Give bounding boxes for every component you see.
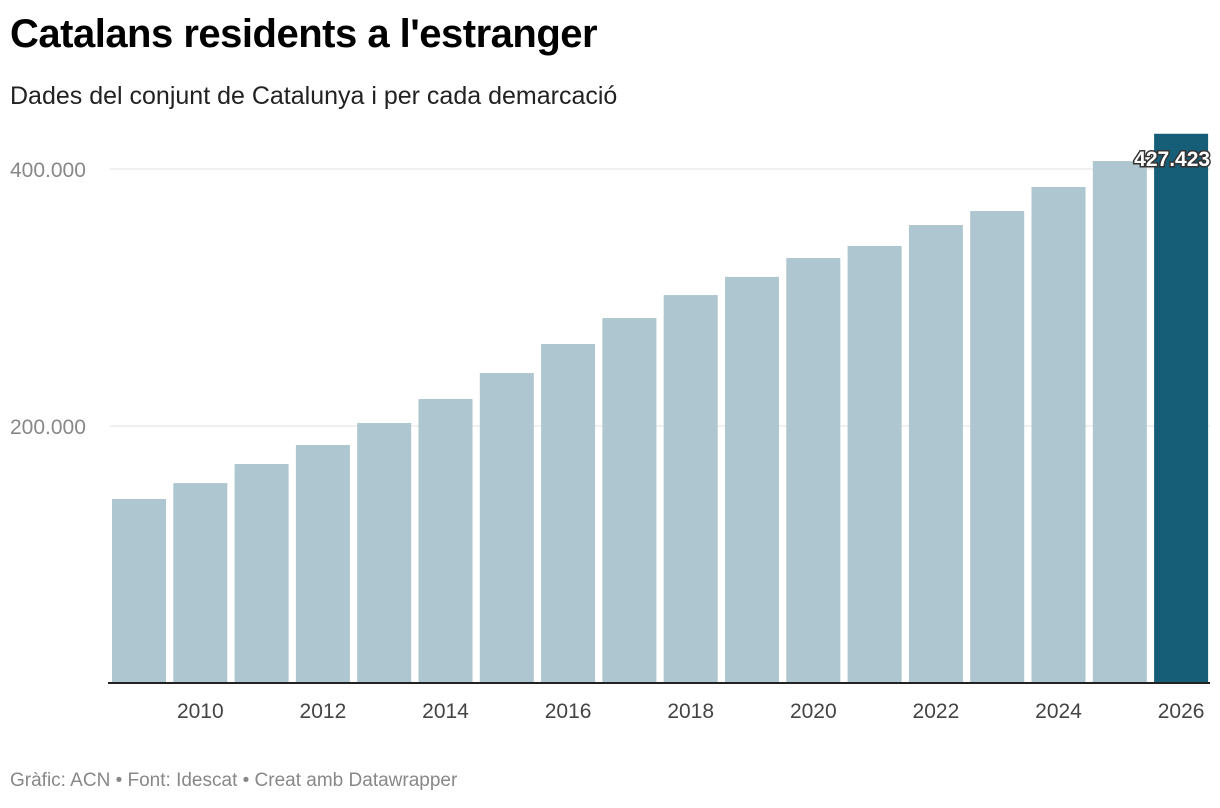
x-tick-label: 2026 [1158,700,1205,723]
bar-2025 [1092,161,1147,683]
x-tick-label: 2018 [667,700,714,723]
bar-2013 [357,423,412,683]
bar-2023 [970,211,1025,683]
x-tick-label: 2022 [913,700,960,723]
bar-2009 [112,498,166,683]
chart-footer: Gràfic: ACN • Font: Idescat • Creat amb … [10,770,458,791]
bar-2026 [1154,133,1209,683]
bar-2018 [663,295,718,683]
bar-2021 [847,245,902,683]
highlight-value-label: 427.423 [1134,148,1210,171]
bar-2016 [541,344,596,683]
x-tick-label: 2014 [422,700,469,723]
bar-2017 [602,318,657,683]
y-tick-label: 400.000 [10,159,86,182]
x-tick-label: 2016 [545,700,592,723]
bar-2024 [1031,186,1086,684]
x-tick-label: 2024 [1035,700,1082,723]
bar-chart: 200.000 400.000 2010 2012 2014 2016 2018 2020 20… [10,133,1212,723]
x-tick-label: 2010 [177,700,224,723]
bar-2010 [173,483,228,683]
chart-title: Catalans residents a l'estranger [10,12,598,56]
bar-2019 [725,276,779,683]
bar-2014 [418,399,473,683]
x-tick-label: 2020 [790,700,837,723]
bar-2012 [295,445,350,683]
bar-2020 [786,258,841,683]
x-tick-label: 2012 [300,700,347,723]
chart-subtitle: Dades del conjunt de Catalunya i per cad… [10,82,618,110]
bar-2015 [479,373,534,683]
y-tick-label: 200.000 [10,416,86,439]
bar-2022 [908,225,963,683]
bar-2011 [234,464,289,683]
